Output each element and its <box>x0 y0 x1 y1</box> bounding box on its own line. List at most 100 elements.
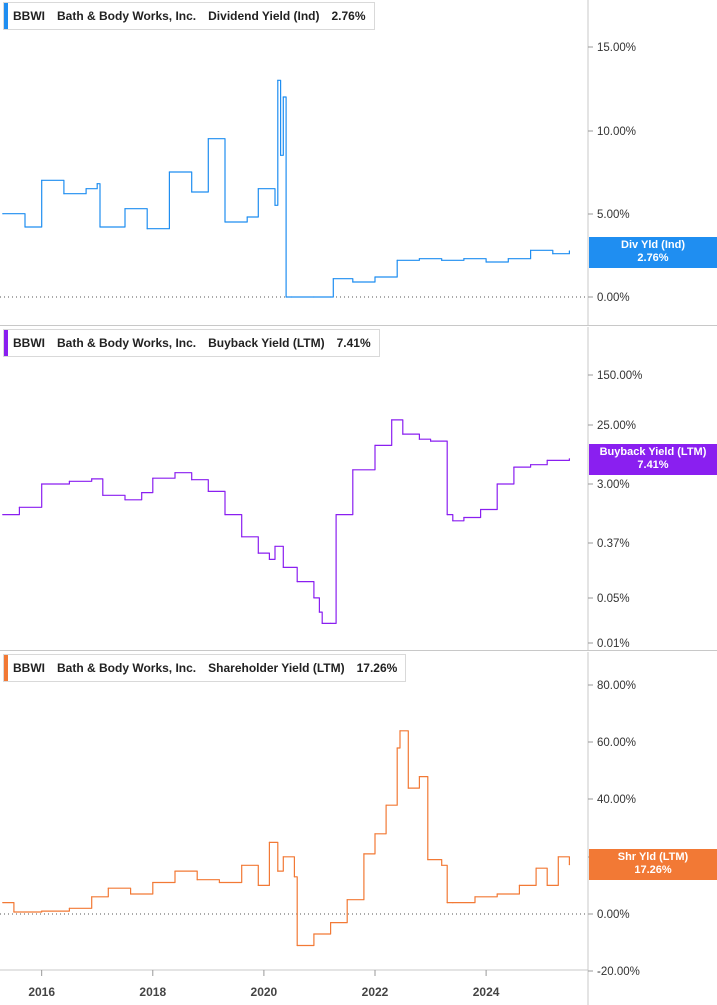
data-point <box>102 494 104 496</box>
badge-label: Div Yld (Ind) <box>621 239 685 251</box>
series-color-swatch <box>4 330 8 356</box>
data-point <box>18 506 20 508</box>
data-point <box>277 79 279 81</box>
badge-value: 17.26% <box>634 864 672 876</box>
shareholder-yield-panel: 80.00%60.00%40.00%20.00%0.00%-20.00%2016… <box>0 652 717 1005</box>
panel-divider <box>0 325 717 326</box>
data-point <box>24 226 26 228</box>
data-point <box>332 278 334 280</box>
data-point <box>68 480 70 482</box>
series-line <box>2 79 570 298</box>
data-point <box>191 479 193 481</box>
data-point <box>13 911 15 913</box>
data-point <box>293 876 295 878</box>
data-point <box>546 459 548 461</box>
data-point <box>41 483 43 485</box>
data-point <box>241 864 243 866</box>
data-point <box>174 870 176 872</box>
data-point <box>463 516 465 519</box>
data-point <box>268 558 270 560</box>
data-point <box>318 611 320 613</box>
data-point <box>485 261 487 263</box>
data-point <box>296 944 298 947</box>
data-point <box>141 492 143 494</box>
data-point <box>107 887 109 889</box>
data-point <box>407 787 409 789</box>
data-point <box>374 444 376 446</box>
data-point <box>352 469 354 471</box>
badge-value: 2.76% <box>637 252 669 264</box>
data-point <box>246 216 248 218</box>
data-point <box>507 258 509 260</box>
data-point <box>452 902 454 904</box>
data-point <box>496 483 498 485</box>
metric-value: 7.41% <box>336 336 371 350</box>
data-point <box>568 250 571 252</box>
data-point <box>399 730 401 732</box>
data-point <box>191 191 193 193</box>
data-point <box>385 804 387 806</box>
data-point <box>257 552 259 554</box>
data-point <box>568 864 571 866</box>
y-tick-label: 60.00% <box>597 737 636 749</box>
data-point <box>418 258 420 260</box>
data-point <box>282 96 284 98</box>
data-point <box>480 508 482 511</box>
y-tick-label: 5.00% <box>597 209 630 221</box>
data-point <box>530 464 532 466</box>
y-tick-label: 40.00% <box>597 794 636 806</box>
data-point <box>441 259 443 261</box>
data-point <box>2 514 4 516</box>
y-tick-label: 0.00% <box>597 909 630 921</box>
data-point <box>174 472 176 474</box>
y-tick-label: 10.00% <box>597 126 636 138</box>
data-point <box>68 907 70 909</box>
data-point <box>446 514 448 516</box>
data-point <box>552 253 554 255</box>
x-tick-label: 2016 <box>28 985 55 999</box>
series-line <box>2 730 570 947</box>
data-point <box>496 893 498 895</box>
data-point <box>418 776 420 778</box>
legend-dividend-yield[interactable]: BBWI Bath & Body Works, Inc. Dividend Yi… <box>3 2 375 30</box>
y-tick-label: 25.00% <box>597 420 636 432</box>
data-point <box>282 566 284 568</box>
data-point <box>557 856 559 858</box>
data-point <box>313 933 315 935</box>
data-point <box>335 514 337 516</box>
y-tick-label: 150.00% <box>597 370 642 382</box>
data-point <box>452 520 454 522</box>
data-point <box>41 910 43 912</box>
ticker-label: BBWI <box>13 336 45 350</box>
y-tick-label: 0.05% <box>597 593 630 605</box>
data-point <box>96 183 98 185</box>
data-point <box>91 478 93 480</box>
data-point <box>568 458 571 460</box>
badge-label: Shr Yld (LTM) <box>617 851 689 863</box>
badge-value: 7.41% <box>637 459 669 471</box>
data-point <box>124 208 126 210</box>
legend-buyback-yield[interactable]: BBWI Bath & Body Works, Inc. Buyback Yie… <box>3 329 380 357</box>
data-point <box>152 881 154 884</box>
data-point <box>274 545 276 547</box>
company-label: Bath & Body Works, Inc. <box>57 661 197 675</box>
data-point <box>224 221 226 223</box>
data-point <box>546 884 548 886</box>
buyback-yield-chart: 150.00% 25.00% 3.00% 0.37% 0.05% 0.01% <box>2 327 642 650</box>
data-point <box>41 179 43 181</box>
data-point <box>282 856 284 858</box>
data-point <box>346 899 348 901</box>
legend-shareholder-yield[interactable]: BBWI Bath & Body Works, Inc. Shareholder… <box>3 654 407 682</box>
ticker-label: BBWI <box>13 661 45 675</box>
ticker-label: BBWI <box>13 9 45 23</box>
series-color-swatch <box>4 3 8 29</box>
data-point <box>124 499 126 501</box>
data-point <box>313 296 315 298</box>
data-point <box>530 249 532 251</box>
dividend-yield-chart: 15.00% 10.00% 5.00% 0.00% <box>0 0 636 325</box>
data-point <box>277 870 279 872</box>
data-point <box>441 864 443 866</box>
data-point <box>402 433 404 435</box>
data-point <box>474 896 476 898</box>
value-badge-shareholder: Shr Yld (LTM) 17.26% <box>589 849 717 880</box>
